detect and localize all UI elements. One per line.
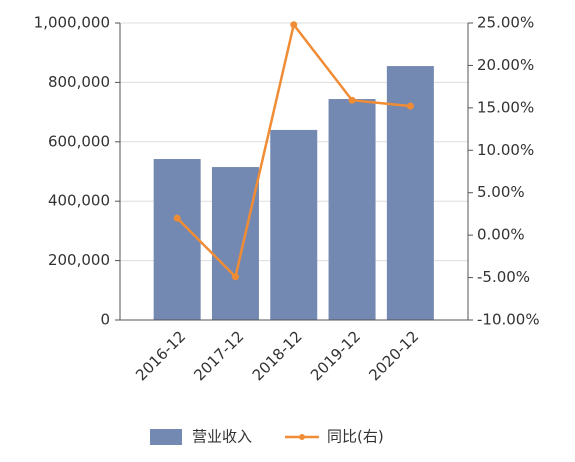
y-tick-label: 200,000 (48, 251, 110, 269)
y2-tick-label: 10.00% (477, 141, 534, 159)
bar (211, 167, 259, 320)
x-tick-label: 2016-12 (132, 327, 189, 384)
y2-tick-label: 25.00% (477, 14, 534, 32)
bar (270, 129, 318, 320)
point (406, 102, 414, 110)
legend-label: 同比(右) (327, 428, 384, 446)
y2-tick-label: 20.00% (477, 56, 534, 74)
x-tick-label: 2019-12 (307, 327, 364, 384)
x-tick-label: 2017-12 (190, 327, 247, 384)
y-tick-label: 800,000 (48, 73, 110, 91)
legend-swatch (150, 429, 182, 445)
y-tick-label: 1,000,000 (34, 14, 110, 32)
bar (328, 99, 376, 320)
legend-swatch (299, 434, 305, 440)
point (348, 96, 356, 104)
x-tick-label: 2018-12 (249, 327, 306, 384)
y-tick-label: 400,000 (48, 192, 110, 210)
marks (153, 21, 434, 320)
y-tick-label: 0 (100, 311, 110, 329)
y2-tick-label: 5.00% (477, 183, 525, 201)
y2-tick-label: -10.00% (477, 311, 540, 329)
point (231, 273, 239, 281)
y2-tick-label: -5.00% (477, 268, 530, 286)
bar (153, 159, 201, 320)
y2-tick-label: 15.00% (477, 98, 534, 116)
point (173, 214, 181, 222)
point (290, 21, 298, 29)
y2-tick-label: 0.00% (477, 226, 525, 244)
x-tick-label: 2020-12 (365, 327, 422, 384)
y-tick-label: 600,000 (48, 132, 110, 150)
legend-label: 营业收入 (192, 428, 252, 446)
